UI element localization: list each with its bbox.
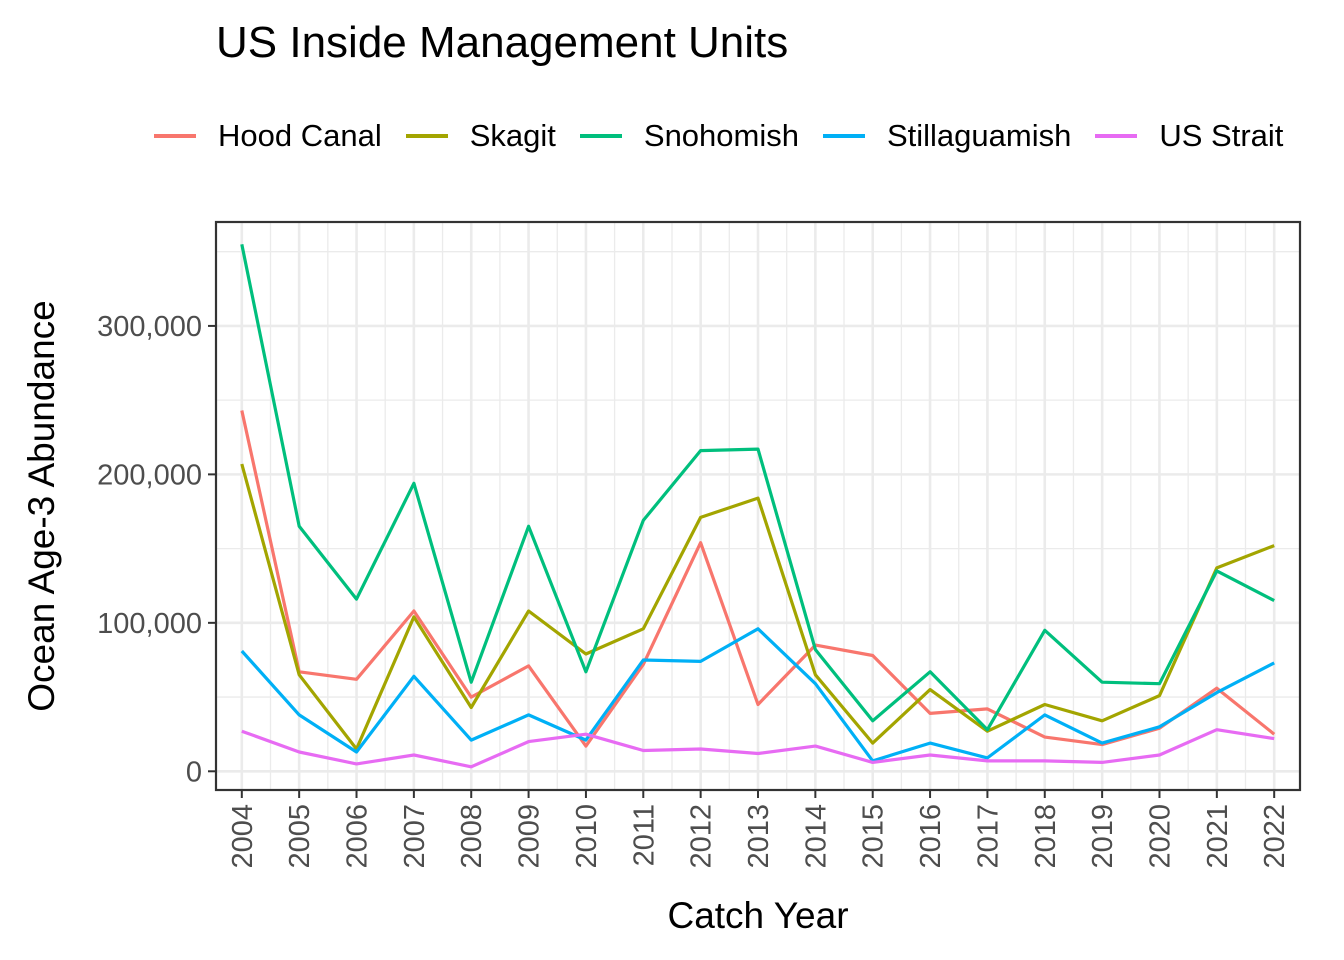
- legend-item-hood-canal: Hood Canal: [154, 118, 382, 154]
- x-tick-label: 2008: [456, 804, 488, 869]
- series-lines: [240, 243, 1276, 769]
- series-line-skagit: [240, 463, 1275, 751]
- legend-key-stillaguamish: [822, 134, 865, 138]
- x-tick-label: 2021: [1202, 804, 1234, 869]
- y-tick-label: 0: [186, 756, 202, 788]
- series-line-snohomish: [240, 243, 1275, 732]
- legend-label-snohomish: Snohomish: [643, 118, 799, 153]
- x-tick-label: 2004: [227, 804, 259, 869]
- x-tick-label: 2005: [284, 804, 316, 869]
- chart-legend: Hood Canal Skagit Snohomish Stillaguamish US…: [154, 112, 1307, 160]
- y-tick-label: 200,000: [97, 459, 202, 491]
- x-axis-title: Catch Year: [667, 895, 848, 936]
- x-tick-label: 2011: [628, 804, 660, 866]
- series-line-us-strait: [241, 728, 1275, 769]
- x-tick-label: 2020: [1144, 804, 1176, 869]
- x-tick-label: 2018: [1030, 804, 1062, 869]
- legend-label-stillaguamish: Stillaguamish: [886, 118, 1072, 153]
- x-tick-label: 2019: [1087, 804, 1119, 869]
- legend-label-us-strait: US Strait: [1159, 118, 1284, 153]
- x-tick-label: 2013: [743, 804, 775, 869]
- axes: 0 100,000 200,000 300,000 2004 2005 2006 2007 20…: [97, 311, 1291, 869]
- legend-item-us-strait: US Strait: [1095, 118, 1283, 154]
- x-tick-label: 2007: [399, 804, 431, 869]
- legend-item-skagit: Skagit: [405, 118, 556, 154]
- x-tick-label: 2022: [1259, 804, 1291, 869]
- x-tick-label: 2012: [686, 804, 718, 869]
- y-tick-label: 100,000: [97, 608, 202, 640]
- x-tick-label: 2017: [972, 804, 1004, 869]
- legend-label-skagit: Skagit: [469, 118, 556, 153]
- x-tick-label: 2009: [514, 804, 546, 869]
- y-tick-label: 300,000: [97, 311, 202, 343]
- legend-item-stillaguamish: Stillaguamish: [822, 118, 1072, 154]
- legend-key-snohomish: [579, 134, 622, 138]
- legend-key-us-strait: [1095, 134, 1138, 138]
- legend-item-snohomish: Snohomish: [579, 118, 799, 154]
- y-axis-title: Ocean Age-3 Abundance: [21, 300, 62, 711]
- x-tick-label: 2010: [571, 804, 603, 869]
- series-line-stillaguamish: [240, 627, 1275, 763]
- x-tick-label: 2006: [342, 804, 374, 869]
- legend-key-hood-canal: [154, 134, 196, 138]
- x-tick-label: 2014: [800, 804, 832, 869]
- legend-label-hood-canal: Hood Canal: [218, 118, 382, 153]
- x-tick-label: 2016: [915, 804, 947, 869]
- legend-key-skagit: [405, 134, 448, 138]
- chart-title: US Inside Management Units: [216, 18, 789, 67]
- x-tick-label: 2015: [858, 804, 890, 869]
